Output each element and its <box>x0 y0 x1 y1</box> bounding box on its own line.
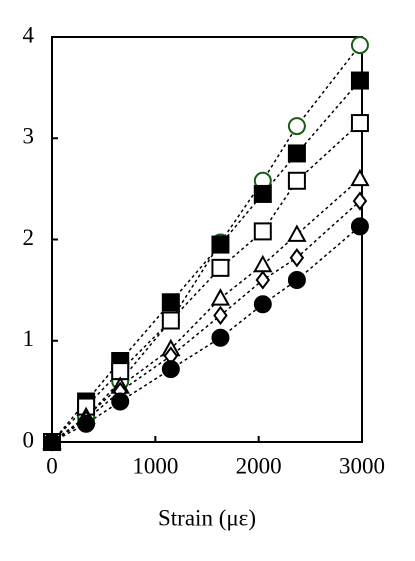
point <box>77 414 96 433</box>
y-tick-label: 3 <box>23 124 35 149</box>
point <box>253 184 272 203</box>
point <box>287 224 307 242</box>
series-line <box>51 200 361 443</box>
y-tick-label: 1 <box>23 326 35 351</box>
point <box>213 305 228 326</box>
point <box>161 293 180 312</box>
y-tick-label: 0 <box>23 427 35 452</box>
x-tick-label: 2000 <box>236 453 282 478</box>
point <box>350 168 370 187</box>
point <box>350 36 369 55</box>
point <box>350 114 369 133</box>
point <box>111 392 130 411</box>
plot-frame <box>51 36 363 443</box>
x-axis-label: Strain (με) <box>158 505 256 530</box>
series-line <box>51 122 361 443</box>
point <box>287 117 306 136</box>
point <box>211 235 230 254</box>
x-tick-label: 0 <box>46 453 58 478</box>
x-tick-label: 3000 <box>339 453 385 478</box>
point <box>253 295 272 314</box>
y-tick-label: 2 <box>23 225 35 250</box>
point <box>210 288 231 306</box>
series-line <box>51 80 361 443</box>
point <box>287 171 306 190</box>
point <box>287 144 306 163</box>
point <box>350 217 369 236</box>
point <box>289 248 305 268</box>
point <box>253 222 272 241</box>
point <box>211 328 230 347</box>
series-line <box>51 225 361 443</box>
x-tick-label: 1000 <box>132 453 178 478</box>
point <box>161 360 180 379</box>
point <box>352 191 368 211</box>
point <box>350 71 369 90</box>
series-line <box>51 178 361 443</box>
point <box>43 433 61 451</box>
point <box>287 271 306 289</box>
y-tick-label: 4 <box>23 22 35 47</box>
point <box>161 311 180 330</box>
series-line <box>51 44 361 443</box>
point <box>211 258 230 277</box>
point <box>255 270 271 290</box>
